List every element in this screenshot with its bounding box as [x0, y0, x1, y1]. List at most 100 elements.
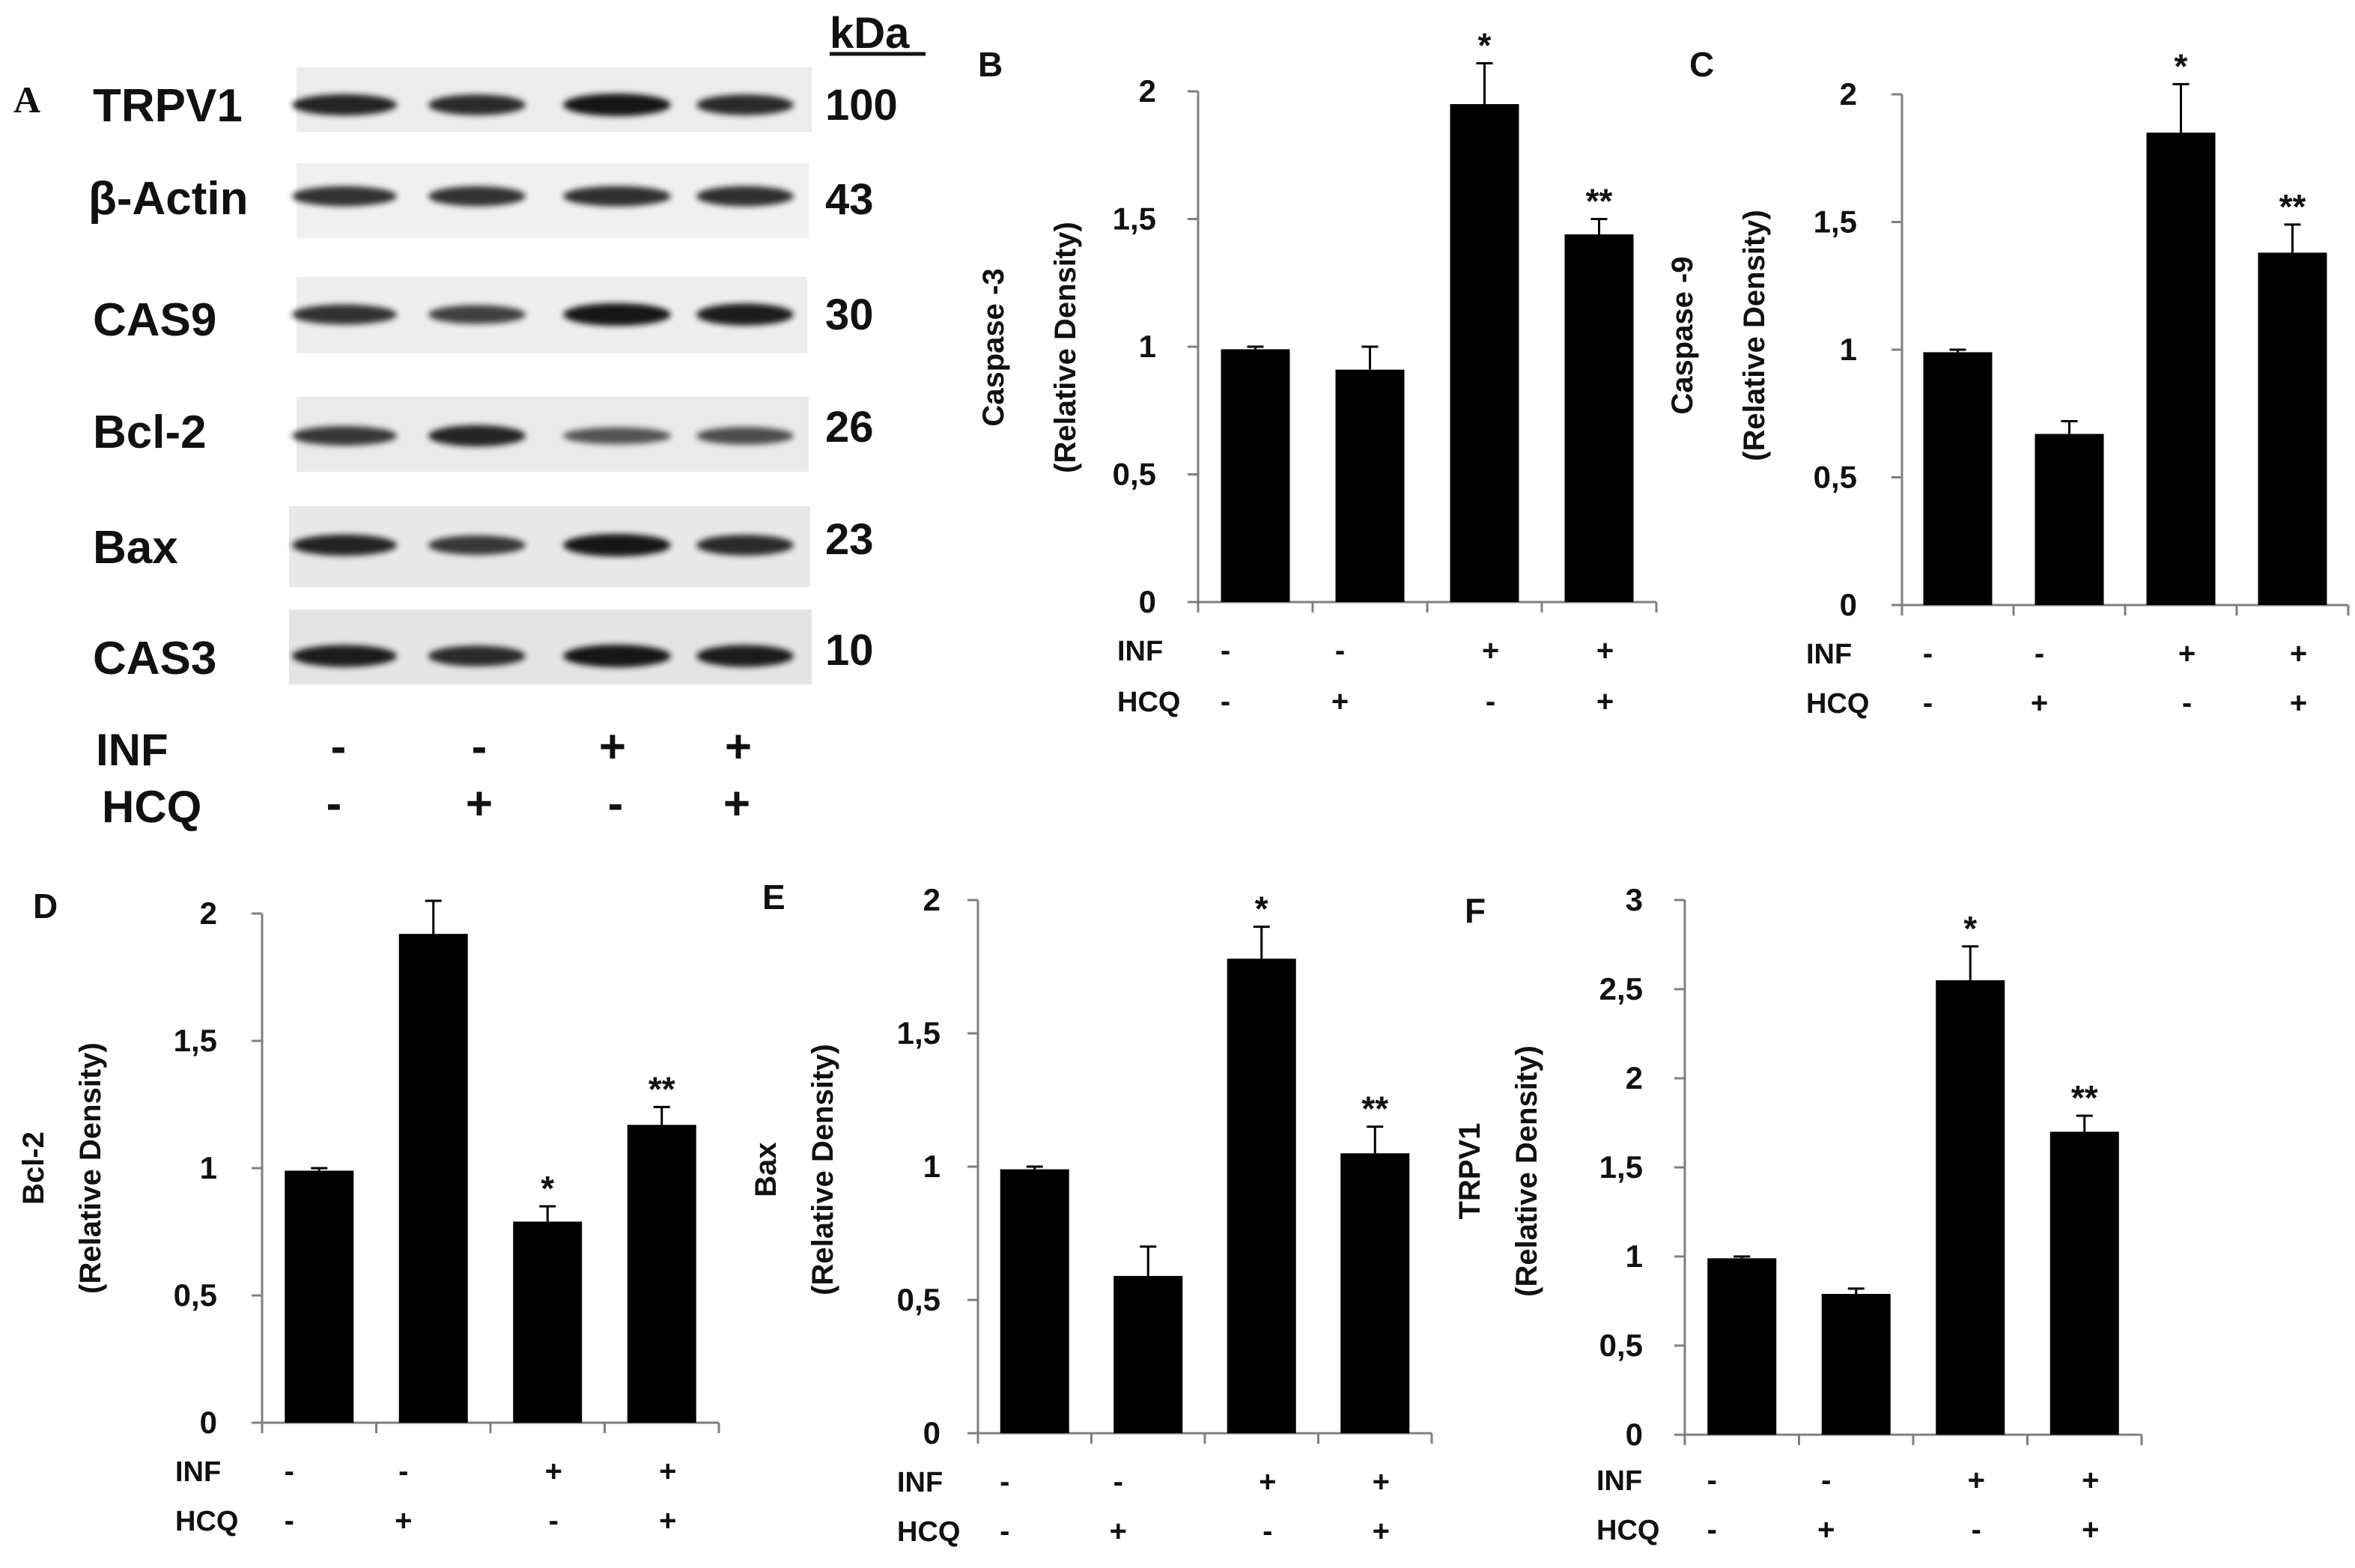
condition-mark: +: [1331, 685, 1349, 718]
condition-mark: -: [1707, 1464, 1717, 1497]
condition-mark: -: [608, 778, 624, 830]
bar: [1936, 980, 2005, 1435]
blot-band: [696, 94, 794, 115]
blot-band: [292, 186, 397, 207]
blot-row-cas9: CAS9 30: [93, 277, 874, 353]
significance-label: *: [2175, 46, 2188, 85]
condition-label: HCQ: [1596, 1515, 1659, 1546]
condition-mark: +: [395, 1504, 412, 1537]
condition-mark: -: [549, 1504, 559, 1537]
blot-band: [292, 645, 397, 667]
blot-bands: [292, 303, 794, 326]
bar: [1000, 1169, 1069, 1433]
blot-row-beta-actin: β-Actin 43: [88, 163, 874, 238]
blot-row-bcl-2: Bcl-2 26: [93, 397, 874, 472]
blot-band: [428, 305, 526, 324]
condition-mark: -: [1707, 1513, 1717, 1546]
panel-letter: C: [1689, 45, 1714, 84]
blot-bands: [292, 534, 794, 556]
condition-label: INF: [1596, 1465, 1642, 1497]
blot-band: [696, 303, 794, 326]
y-tick-label: 2,5: [1599, 971, 1643, 1006]
y-tick-label: 2: [1626, 1060, 1643, 1096]
condition-mark: -: [472, 721, 487, 773]
y-axis-title: Caspase -9: [1666, 256, 1699, 414]
y-axis-title: Bcl-2: [17, 1131, 50, 1205]
condition-mark: -: [1221, 634, 1230, 667]
condition-mark: +: [2082, 1464, 2099, 1497]
y-tick-label: 0: [200, 1405, 217, 1440]
condition-mark: -: [1000, 1465, 1009, 1498]
y-axis-title: (Relative Density): [1510, 1045, 1543, 1297]
significance-label: *: [1963, 909, 1977, 948]
y-axis-title: Caspase -3: [977, 268, 1010, 426]
condition-mark: -: [1923, 637, 1933, 670]
condition-mark: +: [1968, 1464, 1985, 1497]
y-tick-label: 0,5: [897, 1282, 941, 1317]
condition-label: INF: [897, 1467, 943, 1498]
condition-label: INF: [175, 1456, 221, 1488]
bar: [2258, 252, 2327, 605]
y-tick-label: 0: [1139, 584, 1156, 619]
condition-mark: +: [1596, 685, 1614, 718]
bar: [1227, 958, 1296, 1433]
y-tick-label: 0,5: [174, 1277, 217, 1313]
significance-label: **: [2279, 187, 2306, 226]
blot-protein-label: TRPV1: [93, 80, 243, 132]
condition-mark: -: [2182, 687, 2192, 720]
blot-band: [696, 186, 794, 207]
condition-mark: -: [1335, 634, 1345, 667]
condition-mark: +: [545, 1455, 562, 1488]
y-axis-title: (Relative Density): [1049, 222, 1082, 473]
blot-bands: [292, 94, 794, 116]
blot-protein-label: Bax: [93, 522, 178, 574]
y-tick-label: 0,5: [1599, 1328, 1643, 1363]
condition-mark: -: [326, 778, 342, 830]
blot-kda-value: 23: [825, 515, 874, 564]
condition-mark: +: [2178, 637, 2196, 670]
condition-label: INF: [1806, 639, 1852, 670]
condition-mark: -: [331, 721, 347, 773]
blot-kda-value: 10: [825, 626, 874, 675]
condition-label: HCQ: [897, 1516, 960, 1548]
y-tick-label: 1,5: [897, 1015, 941, 1051]
bar: [2146, 133, 2216, 605]
condition-mark: -: [285, 1504, 294, 1537]
blot-protein-label: CAS3: [93, 633, 216, 684]
y-tick-label: 1,5: [1599, 1149, 1643, 1185]
condition-mark: +: [659, 1504, 676, 1537]
condition-mark: -: [1000, 1515, 1009, 1548]
y-axis-title: Bax: [750, 1142, 783, 1197]
y-tick-label: 0: [923, 1415, 941, 1450]
blot-band: [428, 645, 526, 666]
y-tick-label: 1: [1139, 329, 1156, 364]
bar: [513, 1221, 583, 1423]
condition-mark: +: [2082, 1513, 2099, 1546]
condition-mark: -: [1972, 1513, 1981, 1546]
y-tick-label: 1: [923, 1149, 941, 1184]
condition-mark: -: [2035, 637, 2044, 670]
bar: [1340, 1153, 1410, 1433]
panel-letter: F: [1465, 891, 1486, 930]
blot-bands: [292, 425, 794, 447]
bar: [1707, 1258, 1777, 1435]
bar: [398, 934, 468, 1423]
bar: [2049, 1131, 2119, 1435]
blot-conditions: INF HCQ - - + + - + - +: [96, 721, 752, 832]
y-tick-label: 0,5: [1814, 460, 1857, 495]
blot-protein-label: β-Actin: [88, 173, 249, 225]
blot-band: [428, 94, 526, 115]
y-tick-label: 2: [200, 896, 217, 931]
blot-band: [563, 303, 671, 326]
condition-mark: +: [2031, 687, 2048, 720]
blot-band: [696, 427, 794, 445]
significance-label: *: [1255, 890, 1268, 929]
y-axis-title: (Relative Density): [74, 1042, 107, 1294]
significance-label: **: [648, 1069, 675, 1108]
blot-kda-value: 43: [825, 175, 874, 224]
blot-band: [563, 534, 671, 556]
significance-label: **: [1361, 1090, 1388, 1128]
